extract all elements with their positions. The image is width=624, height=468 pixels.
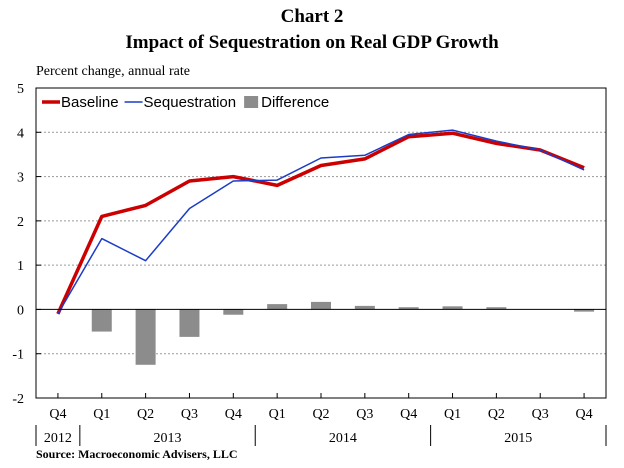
chart-number: Chart 2 xyxy=(280,6,344,27)
y-tick-label: -1 xyxy=(12,348,24,363)
x-tick-label: Q4 xyxy=(225,407,242,422)
series-line-sequestration xyxy=(57,129,585,315)
difference-bar xyxy=(442,306,463,310)
x-axis: Q4 Q1 Q2 Q3 Q4 Q1 Q2 Q3 Q4 Q1 Q2 Q3 Q4 2012 2013 2014 20… xyxy=(35,393,607,446)
x-tick-label: Q4 xyxy=(49,407,66,422)
x-tick-label: Q4 xyxy=(400,407,417,422)
x-tick-label: Q3 xyxy=(356,407,373,422)
year-label: 2015 xyxy=(504,431,532,446)
y-tick-label: 0 xyxy=(17,303,24,318)
x-tick-label: Q2 xyxy=(312,407,329,422)
plot-frame xyxy=(35,87,607,399)
y-tick-label: 2 xyxy=(17,215,24,230)
year-label: 2014 xyxy=(329,431,357,446)
x-tick-label: Q3 xyxy=(532,407,549,422)
y-tick-label: 3 xyxy=(17,171,24,186)
y-axis-label: Percent change, annual rate xyxy=(36,64,190,79)
series-lines xyxy=(56,129,585,315)
y-tick-labels: -2 -1 0 1 2 3 4 5 xyxy=(12,82,41,407)
x-tick-label: Q2 xyxy=(137,407,154,422)
difference-bar xyxy=(223,309,244,315)
legend: Baseline Sequestration Difference xyxy=(42,94,329,111)
difference-bar xyxy=(91,309,112,332)
difference-bar xyxy=(135,309,156,365)
difference-bar xyxy=(311,301,331,310)
y-tick-label: 4 xyxy=(17,126,24,141)
difference-bar xyxy=(574,309,595,312)
x-tick-label: Q4 xyxy=(576,407,593,422)
y-tick-label: 5 xyxy=(17,82,24,97)
difference-bars xyxy=(91,301,595,365)
difference-bar xyxy=(486,307,507,310)
y-tick-label: 1 xyxy=(17,259,24,274)
legend-label: Difference xyxy=(261,94,329,111)
difference-bar xyxy=(179,309,200,337)
x-tick-label: Q1 xyxy=(269,407,286,422)
x-tick-label: Q1 xyxy=(444,407,461,422)
grid-lines xyxy=(36,131,606,355)
x-tick-label: Q2 xyxy=(488,407,505,422)
legend-swatch xyxy=(244,96,259,108)
x-tick-label: Q1 xyxy=(93,407,110,422)
series-line-baseline xyxy=(56,131,585,315)
year-label: 2013 xyxy=(154,431,182,446)
legend-label: Sequestration xyxy=(144,94,237,111)
chart-title: Impact of Sequestration on Real GDP Grow… xyxy=(125,32,499,53)
year-label: 2012 xyxy=(44,431,72,446)
y-tick-label: -2 xyxy=(12,392,24,407)
source-note: Source: Macroeconomic Advisers, LLC xyxy=(36,447,238,461)
difference-bar xyxy=(398,307,419,310)
difference-bar xyxy=(354,305,375,310)
legend-label: Baseline xyxy=(61,94,119,111)
difference-bar xyxy=(267,304,288,310)
x-tick-label: Q3 xyxy=(181,407,198,422)
